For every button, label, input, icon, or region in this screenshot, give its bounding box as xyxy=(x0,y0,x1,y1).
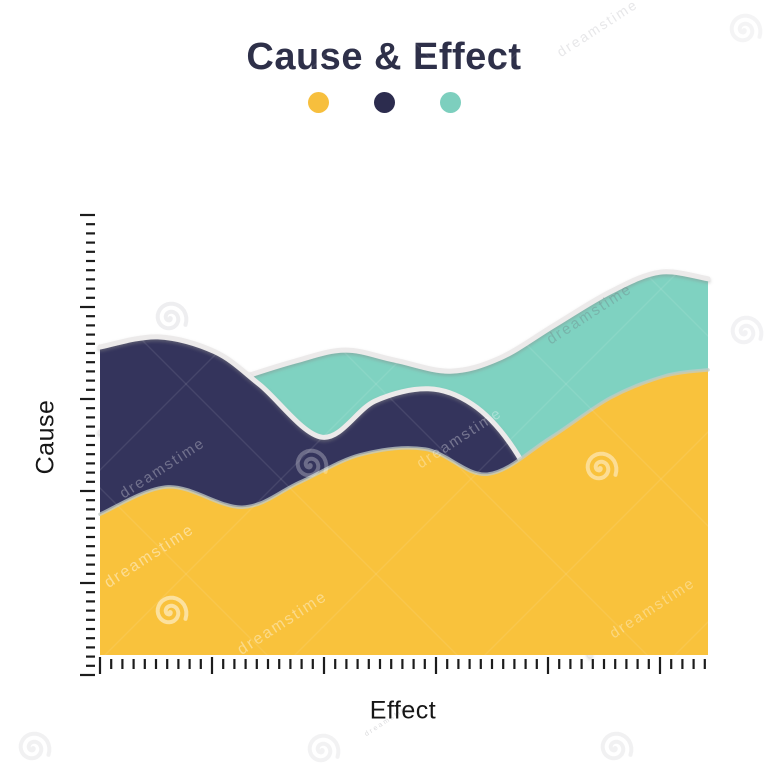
watermark-spiral-icon xyxy=(585,451,619,481)
x-axis-label: Effect xyxy=(369,696,437,725)
watermark-spiral-icon xyxy=(155,595,189,625)
watermark-spiral-icon xyxy=(729,13,763,43)
watermark-grid-line xyxy=(0,577,191,768)
watermark-grid-line xyxy=(0,0,191,191)
legend-dot-series-teal xyxy=(439,92,461,113)
watermark-grid-line xyxy=(0,0,381,381)
chart-legend xyxy=(0,92,768,113)
y-axis-label: Cause xyxy=(31,399,60,475)
area-series-group xyxy=(97,269,711,658)
legend-dot-series-navy xyxy=(373,92,395,113)
yellow-area-edge xyxy=(98,368,710,516)
watermark-grid-line xyxy=(561,561,768,768)
watermark-grid-line xyxy=(561,0,768,207)
watermark-spiral-icon xyxy=(307,733,341,763)
watermark-spiral-icon xyxy=(18,731,52,761)
watermark-spiral-icon xyxy=(295,448,329,478)
watermark-grid-line xyxy=(0,387,381,768)
yellow-area-fill xyxy=(100,369,708,655)
watermark-grid-line xyxy=(371,371,768,768)
watermark-spiral-icon xyxy=(155,301,189,331)
watermark-grid-line xyxy=(371,0,768,397)
legend-dot-series-yellow xyxy=(307,92,329,113)
watermark-text: dreamstime xyxy=(554,0,641,60)
watermark-spiral-icon xyxy=(600,731,634,761)
chart-title: Cause & Effect xyxy=(246,36,522,78)
watermark-grid-line xyxy=(0,0,570,768)
watermark-grid-line xyxy=(0,0,570,768)
watermark-grid-line xyxy=(751,751,768,768)
watermark-grid-line xyxy=(181,0,768,587)
watermark-grid-line xyxy=(181,181,768,768)
watermark-spiral-icon xyxy=(730,315,764,345)
watermark-grid-line xyxy=(751,0,768,17)
axis-ticks-group xyxy=(80,213,706,677)
